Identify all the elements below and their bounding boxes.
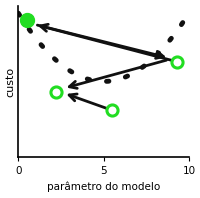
Y-axis label: custo: custo [6,66,15,96]
X-axis label: parâmetro do modelo: parâmetro do modelo [47,182,159,192]
